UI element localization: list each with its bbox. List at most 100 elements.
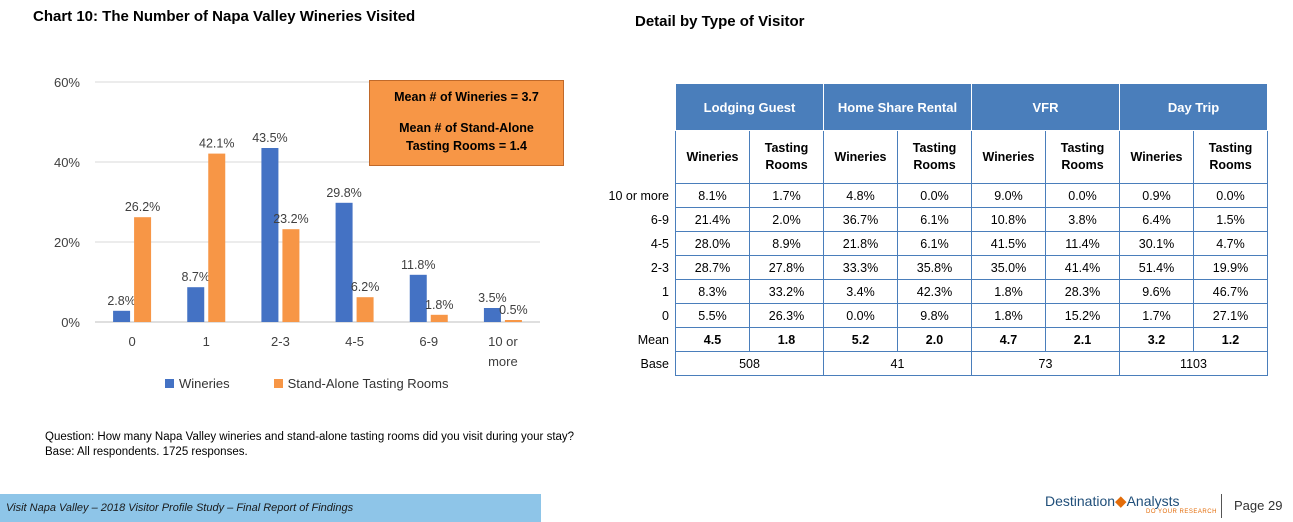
table-cell: 19.9% — [1193, 255, 1268, 280]
row-label: 1 — [662, 284, 669, 299]
data-label: 6.2% — [351, 280, 380, 294]
row-label: 0 — [662, 308, 669, 323]
subheader-text: Rooms — [765, 158, 808, 172]
table-cell: 9.8% — [897, 303, 972, 328]
bar-wineries — [113, 310, 131, 322]
bar-wineries — [483, 308, 501, 322]
subheader-tasting-rooms: Tasting Rooms — [749, 130, 824, 184]
data-label: 3.5% — [478, 291, 507, 305]
table-cell: 27.8% — [749, 255, 824, 280]
table-cell: 6.1% — [897, 207, 972, 232]
table-cell: 1.8% — [971, 279, 1046, 304]
y-tick-label: 20% — [54, 235, 80, 250]
x-tick-label: more — [488, 354, 518, 369]
subheader-tasting-rooms: Tasting Rooms — [1193, 130, 1268, 184]
data-label: 43.5% — [252, 131, 287, 145]
subheader-text: Wineries — [834, 149, 887, 164]
bar-tasting — [430, 314, 448, 322]
table-cell: 4.7 — [971, 327, 1046, 352]
group-lodging-guest: Lodging Guest — [675, 83, 824, 131]
bar-wineries — [261, 148, 279, 322]
bar-wineries — [187, 287, 205, 322]
table-cell: 46.7% — [1193, 279, 1268, 304]
x-tick-label: 1 — [203, 334, 210, 349]
table-row: 4-5 28.0% 8.9% 21.8% 6.1% 41.5% 11.4% 30.1% 4.7% — [595, 231, 1268, 256]
table-cell: 3.8% — [1045, 207, 1120, 232]
subheader-tasting-rooms: Tasting Rooms — [897, 130, 972, 184]
table-cell: 2.0% — [749, 207, 824, 232]
table-cell: 3.4% — [823, 279, 898, 304]
table-cell: 8.1% — [675, 183, 750, 208]
table-cell: 6.1% — [897, 231, 972, 256]
table-cell: 4.8% — [823, 183, 898, 208]
mean-row: Mean 4.5 1.8 5.2 2.0 4.7 2.1 3.2 1.2 — [595, 327, 1268, 352]
table-cell: 8.9% — [749, 231, 824, 256]
table-cell: 35.0% — [971, 255, 1046, 280]
table-cell: 41.5% — [971, 231, 1046, 256]
table-cell: 33.2% — [749, 279, 824, 304]
base-cell: 73 — [971, 351, 1120, 376]
x-tick-label: 6-9 — [419, 334, 438, 349]
base-cell: 1103 — [1119, 351, 1268, 376]
table-cell: 9.0% — [971, 183, 1046, 208]
table-row: 0 5.5% 26.3% 0.0% 9.8% 1.8% 15.2% 1.7% 27.1% — [595, 303, 1268, 328]
subheader-text: Tasting — [764, 141, 809, 155]
bar-tasting — [356, 297, 374, 322]
chart-legend: Wineries Stand-Alone Tasting Rooms — [165, 376, 493, 391]
data-label: 23.2% — [273, 212, 308, 226]
subheader-text: Wineries — [686, 149, 739, 164]
table-cell: 0.9% — [1119, 183, 1194, 208]
detail-title: Detail by Type of Visitor — [635, 13, 805, 30]
table-cell: 0.0% — [897, 183, 972, 208]
y-tick-label: 60% — [54, 75, 80, 90]
subheader-wineries: Wineries — [675, 130, 750, 184]
table-cell: 1.2 — [1193, 327, 1268, 352]
data-label: 2.8% — [107, 294, 136, 308]
data-label: 11.8% — [401, 258, 436, 272]
table-cell: 11.4% — [1045, 231, 1120, 256]
base-cell: 41 — [823, 351, 972, 376]
logo-tagline: DO YOUR RESEARCH — [1146, 509, 1217, 515]
bar-tasting — [282, 229, 300, 322]
corner-cell — [595, 84, 676, 131]
table-cell: 33.3% — [823, 255, 898, 280]
table-cell: 41.4% — [1045, 255, 1120, 280]
table-cell: 10.8% — [971, 207, 1046, 232]
table-cell: 1.8 — [749, 327, 824, 352]
table-cell: 4.5 — [675, 327, 750, 352]
y-tick-label: 0% — [61, 315, 80, 330]
table-cell: 5.5% — [675, 303, 750, 328]
x-tick-label: 0 — [128, 334, 135, 349]
subheader-wineries: Wineries — [971, 130, 1046, 184]
row-label: 4-5 — [650, 236, 669, 251]
data-label: 29.8% — [326, 186, 361, 200]
group-vfr: VFR — [971, 83, 1120, 131]
x-tick-label: 2-3 — [271, 334, 290, 349]
mean-callout: Mean # of Wineries = 3.7 Mean # of Stand… — [369, 80, 564, 166]
corner-cell-2 — [595, 131, 676, 184]
subheader-row: Wineries Tasting Rooms Wineries Tasting Rooms… — [595, 130, 1268, 184]
legend-item-wineries: Wineries — [165, 376, 230, 391]
table-cell: 1.7% — [749, 183, 824, 208]
row-label: 10 or more — [608, 188, 669, 203]
table-cell: 2.1 — [1045, 327, 1120, 352]
page-number: Page 29 — [1234, 498, 1283, 513]
x-tick-label: 10 or — [488, 334, 518, 349]
bar-tasting — [504, 320, 522, 322]
table-cell: 28.7% — [675, 255, 750, 280]
detail-table: Lodging Guest Home Share Rental VFR Day … — [595, 83, 1268, 376]
table-cell: 4.7% — [1193, 231, 1268, 256]
table-cell: 28.0% — [675, 231, 750, 256]
legend-label-tasting: Stand-Alone Tasting Rooms — [287, 376, 449, 391]
data-label: 1.8% — [425, 298, 454, 312]
subheader-text: Tasting — [1208, 141, 1253, 155]
table-cell: 21.8% — [823, 231, 898, 256]
table-row: 6-9 21.4% 2.0% 36.7% 6.1% 10.8% 3.8% 6.4% 1.5% — [595, 207, 1268, 232]
bar-tasting — [208, 153, 226, 322]
base-row: Base 508 41 73 1103 — [595, 351, 1268, 376]
footer-bar: Visit Napa Valley – 2018 Visitor Profile… — [0, 494, 541, 522]
subheader-text: Tasting — [1060, 141, 1105, 155]
table-body: 10 or more 8.1% 1.7% 4.8% 0.0% 9.0% 0.0% 0.9% 0.… — [595, 183, 1268, 376]
table-cell: 21.4% — [675, 207, 750, 232]
table-cell: 0.0% — [1045, 183, 1120, 208]
